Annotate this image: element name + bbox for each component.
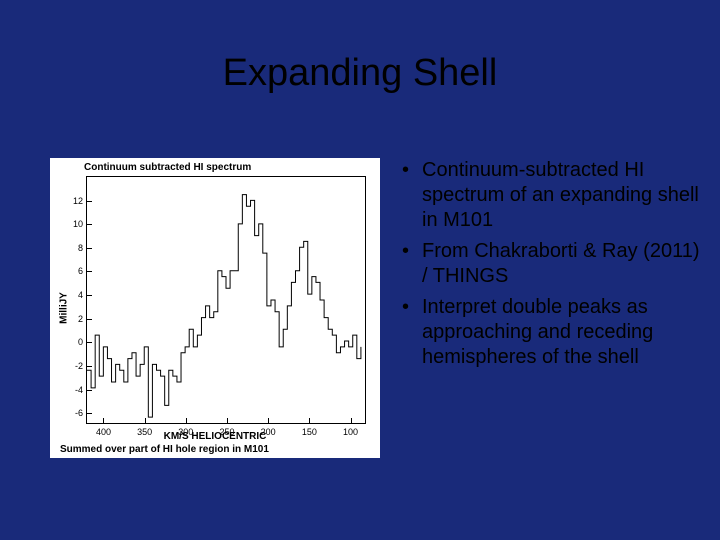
bullet-list: Continuum-subtracted HI spectrum of an e…: [400, 158, 700, 458]
spectrum-chart: Continuum subtracted HI spectrum MilliJY…: [50, 158, 380, 458]
ytick-label: 12: [67, 196, 83, 206]
bullet-item: Continuum-subtracted HI spectrum of an e…: [400, 158, 700, 233]
spectrum-line: [87, 177, 365, 423]
ytick-label: -2: [67, 361, 83, 371]
bullet-item: From Chakraborti & Ray (2011) / THINGS: [400, 239, 700, 289]
content-row: Continuum subtracted HI spectrum MilliJY…: [0, 158, 720, 458]
chart-caption: Summed over part of HI hole region in M1…: [60, 444, 269, 455]
plot-area: 400350300250200150100-6-4-2024681012: [86, 176, 366, 424]
chart-top-label: Continuum subtracted HI spectrum: [84, 162, 251, 173]
ytick-label: 0: [67, 337, 83, 347]
ytick-label: 4: [67, 290, 83, 300]
ytick-label: -6: [67, 408, 83, 418]
slide: Expanding Shell Continuum subtracted HI …: [0, 0, 720, 540]
slide-title: Expanding Shell: [0, 52, 720, 95]
chart-xlabel: KM/S HELIOCENTRIC: [50, 431, 380, 442]
bullet-item: Interpret double peaks as approaching an…: [400, 295, 700, 370]
ytick-label: 8: [67, 243, 83, 253]
ytick-label: 6: [67, 266, 83, 276]
ytick-label: 2: [67, 314, 83, 324]
ytick-label: -4: [67, 385, 83, 395]
ytick-label: 10: [67, 219, 83, 229]
